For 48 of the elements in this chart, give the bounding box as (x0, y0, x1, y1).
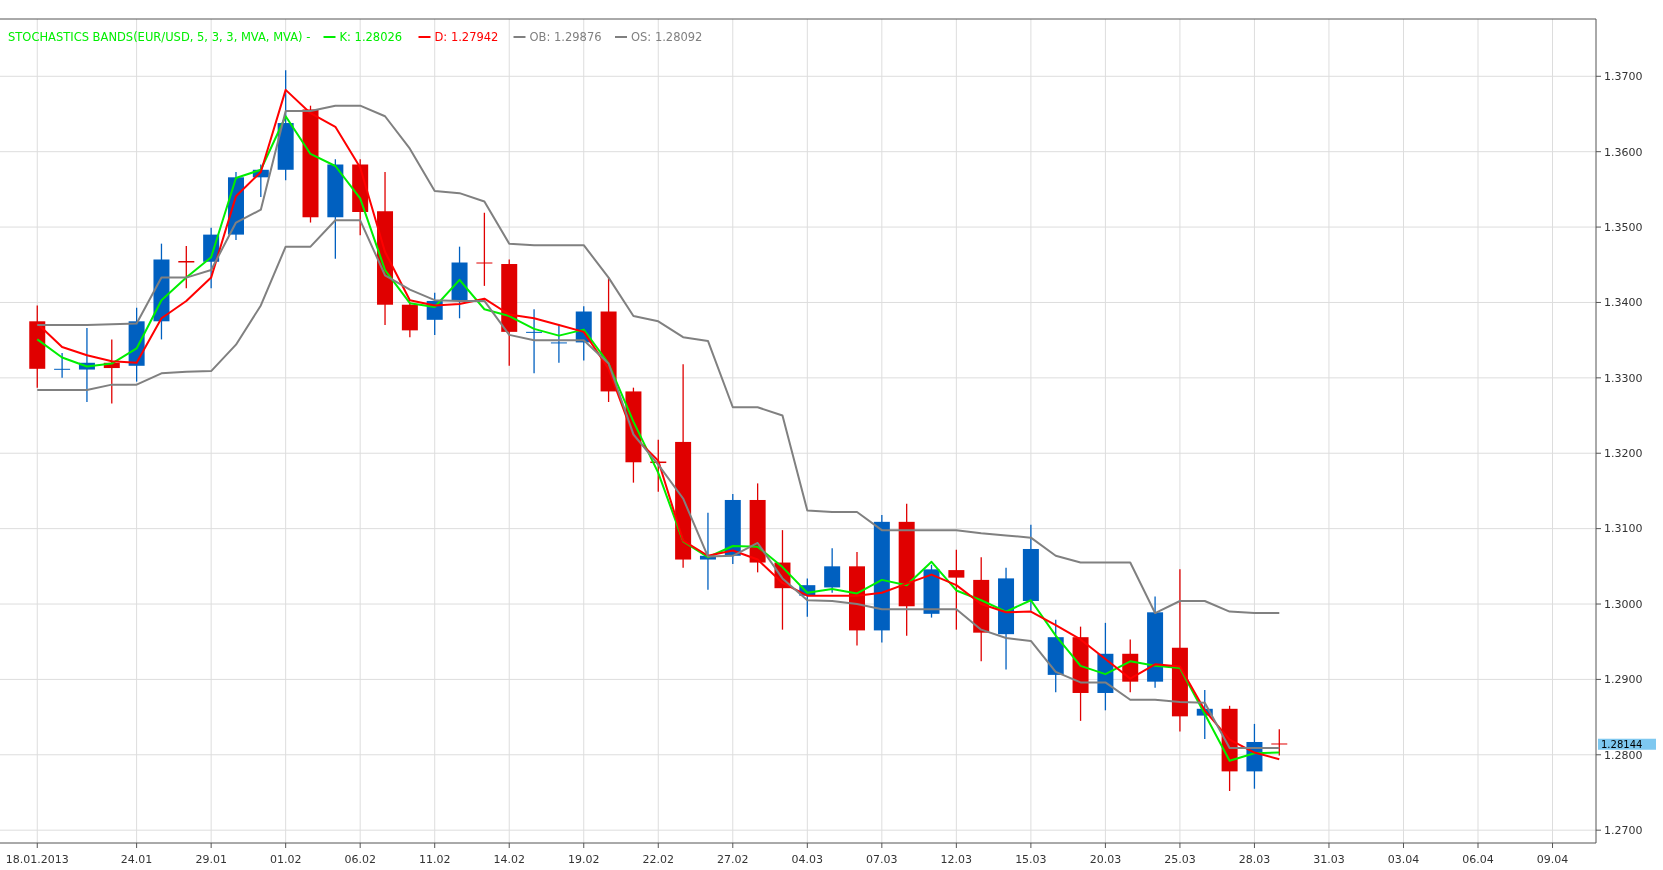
candlestick (54, 352, 71, 379)
candlestick (178, 245, 195, 289)
line-series (36, 219, 1281, 750)
x-tick-label: 06.04 (1462, 853, 1494, 866)
candlestick (948, 549, 965, 631)
x-tick-label: 31.03 (1313, 853, 1345, 866)
candlestick (526, 308, 543, 374)
y-tick-label: 1.3200 (1604, 447, 1643, 461)
legend-label: OB: 1.29876 (529, 30, 602, 44)
y-tick-label: 1.2900 (1604, 673, 1643, 687)
x-tick-label: 25.03 (1164, 853, 1196, 866)
x-tick-label: 27.02 (717, 853, 749, 866)
candlestick (1271, 728, 1288, 757)
x-tick-label: 12.03 (940, 853, 973, 866)
y-tick-label: 1.3100 (1604, 522, 1643, 536)
y-tick-label: 1.2700 (1604, 824, 1643, 838)
y-tick-label: 1.3700 (1604, 70, 1643, 84)
x-tick-label: 07.03 (866, 853, 898, 866)
x-tick-label: 19.02 (568, 853, 600, 866)
line-series (36, 104, 1281, 615)
x-tick-label: 03.04 (1387, 853, 1420, 866)
x-tick-label: 20.03 (1089, 853, 1122, 866)
x-tick-label: 28.03 (1238, 853, 1271, 866)
x-tick-label: 01.02 (269, 853, 302, 866)
y-tick-label: 1.3400 (1604, 296, 1643, 310)
x-tick-label: 11.02 (418, 853, 451, 866)
text: 1.28144 (1601, 738, 1643, 750)
y-tick-label: 1.2800 (1604, 748, 1643, 762)
legend-label: OS: 1.28092 (631, 30, 703, 44)
candlestick (476, 212, 493, 287)
x-tick-label: 22.02 (642, 853, 675, 866)
candlestick (550, 323, 567, 364)
text: STOCHASTICS BANDS(EUR/USD, 5, 3, 3, MVA, MVA) - (8, 30, 311, 44)
legend-label: D: 1.27942 (434, 30, 499, 44)
x-tick-label: 24.01 (120, 853, 153, 866)
y-tick-label: 1.3300 (1604, 371, 1643, 385)
x-tick-label: 18.01.2013 (5, 853, 69, 866)
x-tick-label: 04.03 (791, 853, 824, 866)
candlestick (824, 547, 841, 594)
x-tick-label: 06.02 (344, 853, 376, 866)
y-tick-label: 1.3600 (1604, 145, 1643, 159)
x-tick-label: 09.04 (1536, 853, 1569, 866)
legend-label: K: 1.28026 (339, 30, 403, 44)
y-tick-label: 1.3000 (1604, 597, 1643, 611)
y-tick-label: 1.3500 (1604, 220, 1643, 234)
x-tick-label: 15.03 (1015, 853, 1047, 866)
x-tick-label: 29.01 (195, 853, 227, 866)
x-tick-label: 14.02 (493, 853, 525, 866)
